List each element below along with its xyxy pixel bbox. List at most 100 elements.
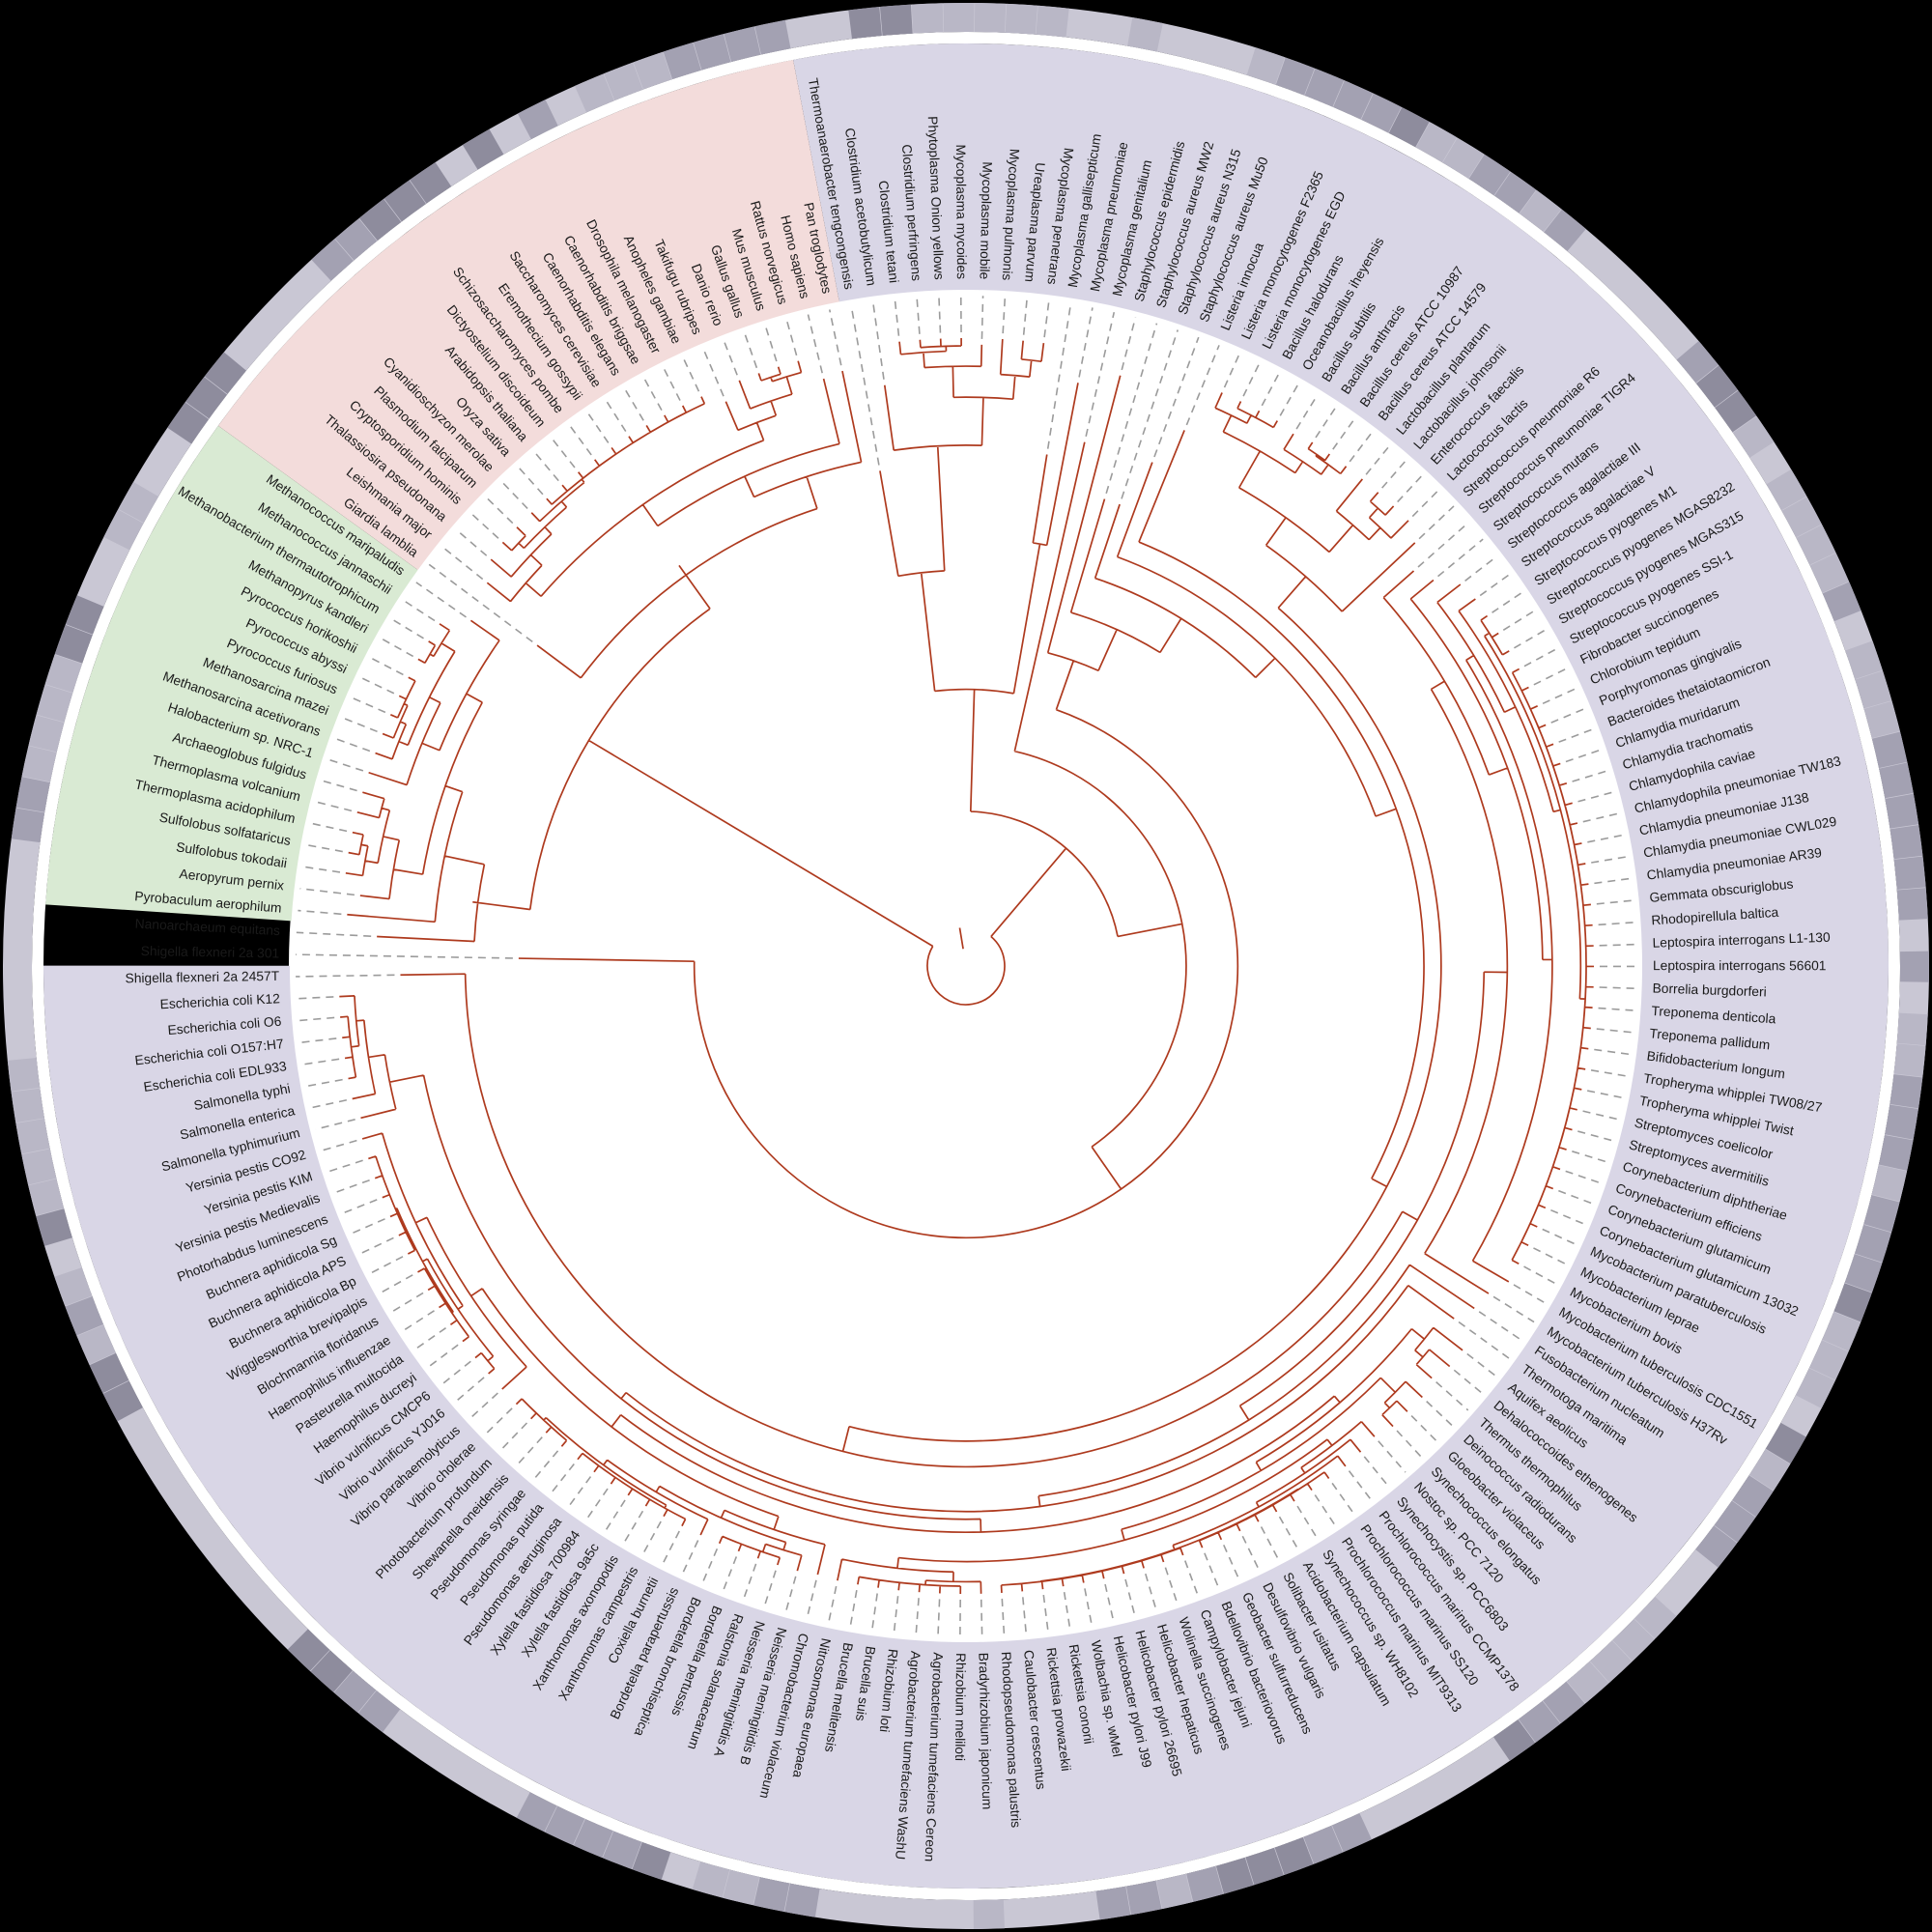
ring-segment bbox=[632, 1842, 671, 1880]
ring-segment bbox=[1388, 107, 1430, 148]
ring-segment bbox=[76, 1324, 116, 1365]
ring-segment bbox=[1543, 1681, 1585, 1724]
ring-segment bbox=[1544, 209, 1586, 252]
ring-segment bbox=[1809, 1340, 1849, 1380]
ring-segment bbox=[1442, 137, 1485, 179]
ring-segment bbox=[185, 377, 228, 419]
ring-segment bbox=[1766, 469, 1807, 511]
ring-segment bbox=[693, 34, 731, 71]
leaf-label: Shigella flexneri 2a 2457T bbox=[125, 969, 279, 986]
ring-segment bbox=[1732, 415, 1775, 458]
ring-segment bbox=[1896, 888, 1928, 921]
ring-segment bbox=[1493, 1719, 1536, 1761]
ring-segment bbox=[358, 198, 402, 242]
pink-sector bbox=[217, 59, 839, 571]
ring-segment bbox=[1748, 1449, 1791, 1492]
ring-segment bbox=[1304, 68, 1345, 107]
leaf-label: Shigella flexneri 2a 301 bbox=[141, 944, 280, 960]
ring-segment bbox=[1871, 731, 1908, 769]
leaf-label: Borrelia burgdorferi bbox=[1652, 980, 1767, 999]
leaf-label: Bradyrhizobium japonicum bbox=[976, 1653, 994, 1810]
ring-segment bbox=[517, 99, 558, 140]
ring-segment bbox=[36, 1208, 72, 1246]
ring-segment bbox=[1893, 1043, 1926, 1077]
ring-segment bbox=[44, 654, 82, 693]
leader-lines bbox=[296, 296, 1637, 1636]
leaf-label: Mycoplasma mobile bbox=[977, 161, 994, 280]
ring-segment bbox=[848, 7, 882, 40]
white-gap-ring bbox=[32, 32, 1900, 1900]
ring-segment bbox=[1781, 497, 1822, 538]
ring-segment bbox=[287, 1629, 330, 1671]
ring-segment bbox=[21, 746, 57, 782]
leaf-label: Nanoarchaeum equitans bbox=[134, 917, 280, 938]
ring-segment bbox=[753, 1877, 790, 1913]
ring-segment bbox=[1634, 1596, 1677, 1639]
ring-segment bbox=[1896, 1012, 1928, 1046]
ring-segment bbox=[28, 715, 65, 753]
ring-segment bbox=[1732, 1475, 1774, 1518]
ring-segment bbox=[1845, 640, 1883, 680]
ring-segment bbox=[1855, 670, 1892, 709]
ring-segment bbox=[1127, 17, 1163, 52]
ring-segment bbox=[311, 239, 354, 281]
ring-segment bbox=[1844, 1254, 1883, 1293]
ring-segment bbox=[692, 1861, 730, 1898]
ring-segment bbox=[663, 42, 701, 80]
ring-segment bbox=[1005, 3, 1038, 35]
ring-segment bbox=[357, 1690, 401, 1733]
inner-disc bbox=[289, 289, 1643, 1643]
ring-segment bbox=[1822, 1312, 1861, 1351]
ring-segment bbox=[15, 1119, 50, 1154]
ring-segment bbox=[723, 1869, 760, 1906]
ring-segment bbox=[1676, 340, 1719, 384]
ring-segment bbox=[167, 402, 210, 444]
ring-segment bbox=[1885, 793, 1919, 829]
ring-segment bbox=[1822, 582, 1861, 622]
ring-segment bbox=[1879, 762, 1914, 799]
ring-segment bbox=[724, 26, 761, 63]
ring-segment bbox=[1245, 1847, 1284, 1886]
ring-segment bbox=[28, 1179, 65, 1216]
ring-segment bbox=[1893, 856, 1926, 890]
ring-segment bbox=[410, 162, 452, 204]
ring-segment bbox=[1863, 700, 1900, 739]
ring-segment bbox=[1612, 1618, 1655, 1662]
ring-segment bbox=[65, 595, 104, 635]
leaf-label: Leptospira interrogans L1-130 bbox=[1652, 930, 1831, 951]
ring-segment bbox=[1833, 1283, 1872, 1322]
ring-segment bbox=[462, 128, 504, 170]
ring-segment bbox=[1215, 1857, 1254, 1894]
ring-segment bbox=[1796, 525, 1836, 565]
ring-segment bbox=[633, 51, 672, 90]
ring-segment bbox=[333, 1670, 377, 1713]
ring-segment bbox=[1855, 1224, 1892, 1263]
ring-segment bbox=[102, 1380, 143, 1422]
ring-segment bbox=[1590, 1640, 1633, 1683]
ring-segment bbox=[1468, 154, 1511, 196]
ring-segment bbox=[1809, 553, 1850, 593]
ring-segment bbox=[973, 1899, 1005, 1929]
ring-segment bbox=[103, 509, 144, 551]
ring-segment bbox=[1695, 1525, 1738, 1568]
leaf-label: Mycoplasma mycoides bbox=[953, 144, 969, 279]
ring-segment bbox=[1275, 57, 1315, 96]
ring-segment bbox=[602, 1831, 642, 1869]
ring-segment bbox=[879, 4, 913, 36]
ring-segment bbox=[1494, 171, 1537, 213]
ring-segment bbox=[1331, 1812, 1373, 1853]
ring-segment bbox=[54, 624, 93, 664]
ring-segment bbox=[1714, 1500, 1756, 1543]
ring-segment bbox=[784, 1883, 820, 1918]
ring-segment bbox=[334, 218, 378, 261]
ring-segment bbox=[974, 3, 1007, 33]
ring-segment bbox=[21, 1149, 57, 1185]
ring-segment bbox=[1036, 5, 1069, 38]
ring-segment bbox=[1095, 1886, 1131, 1920]
ring-segment bbox=[1274, 1836, 1314, 1875]
ring-segment bbox=[1246, 47, 1286, 85]
ring-segment bbox=[1520, 189, 1562, 232]
